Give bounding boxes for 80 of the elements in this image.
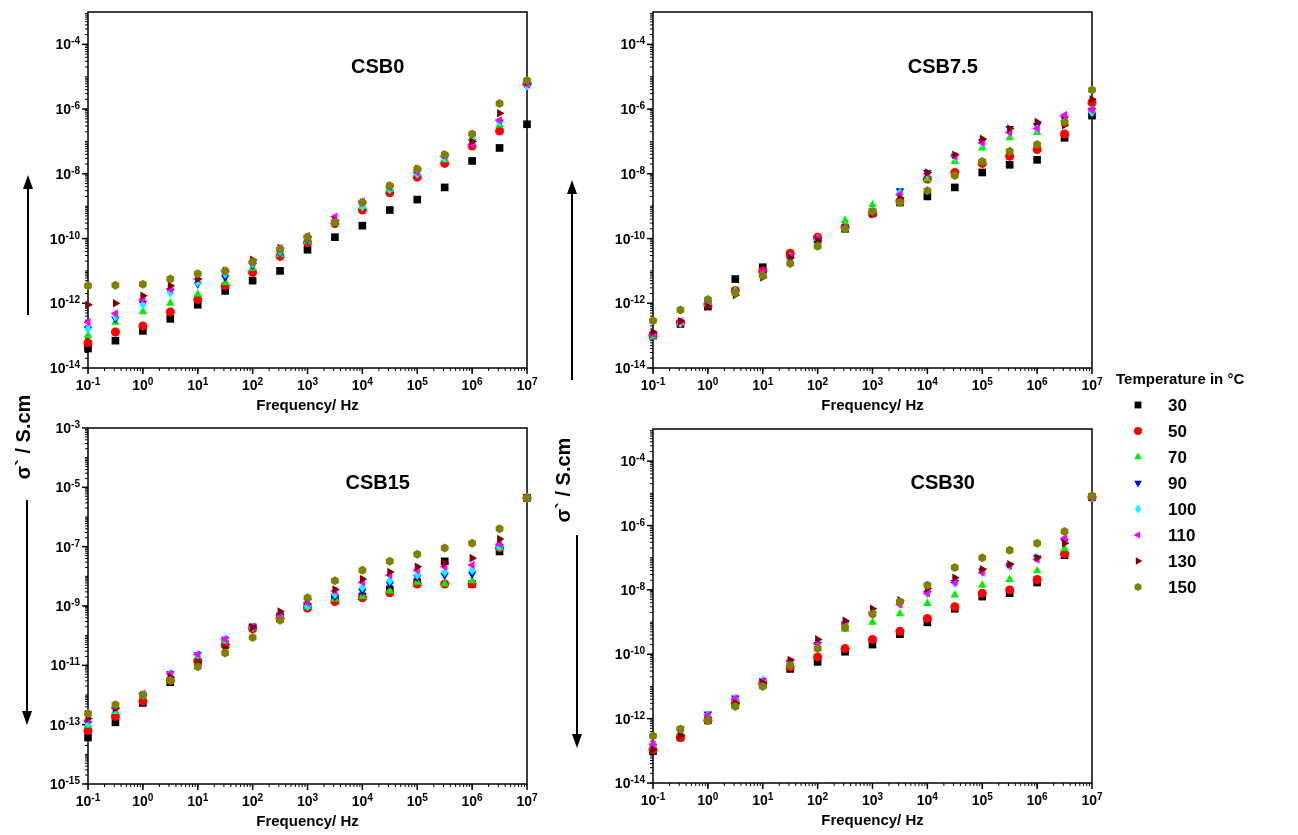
y-tick-label: 10$^{-5}$ (55, 477, 81, 496)
x-tick-label: 10$^{2}$ (242, 375, 264, 393)
x-tick-label: 10$^{-1}$ (640, 375, 666, 393)
y-tick-label: 10$^{-8}$ (620, 164, 646, 182)
x-tick-label: 10$^{0}$ (697, 790, 719, 808)
x-tick-label: 10$^{5}$ (406, 791, 429, 809)
x-tick-label: 10$^{3}$ (861, 790, 884, 808)
x-tick-label: 10$^{4}$ (351, 375, 374, 393)
legend-title: Temperature in °C (1116, 370, 1245, 387)
x-tick-label: 10$^{4}$ (916, 790, 939, 808)
legend-label: 50 (1168, 422, 1187, 441)
y-tick-label: 10$^{-12}$ (614, 709, 646, 727)
x-tick-label: 10$^{4}$ (916, 375, 939, 393)
y-axis-title: σ` / S.cm (12, 394, 34, 480)
legend-label: 130 (1168, 552, 1197, 571)
y-tick-label: 10$^{-10}$ (614, 644, 646, 663)
y-tick-label: 10$^{-15}$ (49, 774, 81, 792)
x-tick-label: 10$^{0}$ (132, 791, 154, 809)
y-tick-label: 10$^{-10}$ (614, 229, 646, 247)
y-tick-label: 10$^{-9}$ (55, 596, 81, 614)
x-tick-label: 10$^{5}$ (406, 375, 429, 393)
x-axis-title: Frequency/ Hz (256, 812, 359, 829)
x-tick-label: 10$^{-1}$ (75, 791, 101, 809)
y-tick-label: 10$^{-6}$ (55, 99, 81, 118)
y-tick-label: 10$^{-4}$ (55, 34, 81, 53)
x-tick-label: 10$^{7}$ (1081, 790, 1103, 808)
x-tick-label: 10$^{2}$ (242, 791, 264, 809)
text: CSB7.5 (907, 54, 978, 77)
x-tick-label: 10$^{2}$ (807, 375, 829, 393)
y-tick-label: 10$^{-14}$ (49, 358, 81, 376)
x-tick-label: 10$^{5}$ (971, 790, 994, 808)
legend-label: 70 (1168, 448, 1187, 467)
y-tick-label: 10$^{-13}$ (49, 715, 81, 733)
x-axis-title: Frequency/ Hz (821, 396, 924, 413)
y-axis-title: σ` / S.cm (552, 437, 574, 523)
legend-label: 30 (1168, 396, 1187, 415)
y-tick-label: 10$^{-7}$ (55, 537, 81, 555)
legend-label: 90 (1168, 474, 1187, 493)
x-tick-label: 10$^{-1}$ (75, 375, 101, 393)
x-tick-label: 10$^{1}$ (187, 375, 209, 393)
x-tick-label: 10$^{1}$ (752, 375, 774, 393)
x-axis-title: Frequency/ Hz (821, 811, 924, 828)
x-tick-label: 10$^{1}$ (187, 791, 209, 809)
y-tick-label: 10$^{-14}$ (614, 773, 646, 791)
x-tick-label: 10$^{6}$ (1026, 790, 1049, 808)
x-tick-label: 10$^{6}$ (461, 375, 484, 393)
y-tick-label: 10$^{-4}$ (620, 34, 646, 53)
y-tick-label: 10$^{-14}$ (614, 358, 646, 376)
x-tick-label: 10$^{5}$ (971, 375, 994, 393)
y-tick-label: 10$^{-8}$ (55, 164, 81, 182)
x-tick-label: 10$^{6}$ (1026, 375, 1049, 393)
x-tick-label: 10$^{0}$ (132, 375, 154, 393)
x-tick-label: 10$^{3}$ (296, 791, 319, 809)
y-tick-label: 10$^{-8}$ (620, 580, 646, 598)
x-axis-title: Frequency/ Hz (256, 396, 359, 413)
y-tick-label: 10$^{-12}$ (614, 293, 646, 312)
x-tick-label: 10$^{0}$ (697, 375, 719, 393)
y-tick-label: 10$^{-10}$ (49, 229, 81, 247)
x-tick-label: 10$^{6}$ (461, 791, 484, 809)
legend-label: 110 (1168, 526, 1196, 545)
legend-label: 150 (1168, 578, 1197, 597)
y-tick-label: 10$^{-6}$ (620, 516, 646, 534)
y-tick-label: 10$^{-6}$ (620, 99, 646, 118)
x-tick-label: 10$^{7}$ (1081, 375, 1103, 393)
text: CSB15 (345, 470, 410, 493)
x-tick-label: 10$^{3}$ (861, 375, 884, 393)
x-tick-label: 10$^{7}$ (516, 791, 538, 809)
y-tick-label: 10$^{-11}$ (50, 655, 81, 674)
y-tick-label: 10$^{-4}$ (620, 451, 646, 470)
y-tick-label: 10$^{-12}$ (49, 293, 81, 312)
x-tick-label: 10$^{4}$ (351, 791, 374, 809)
x-tick-label: 10$^{-1}$ (640, 790, 666, 808)
x-tick-label: 10$^{1}$ (752, 790, 774, 808)
x-tick-label: 10$^{2}$ (807, 790, 829, 808)
x-tick-label: 10$^{3}$ (296, 375, 319, 393)
text: CSB30 (910, 471, 975, 494)
y-tick-label: 10$^{-3}$ (55, 418, 81, 436)
x-tick-label: 10$^{7}$ (516, 375, 538, 393)
text: CSB0 (351, 54, 405, 77)
legend-label: 100 (1168, 500, 1197, 519)
